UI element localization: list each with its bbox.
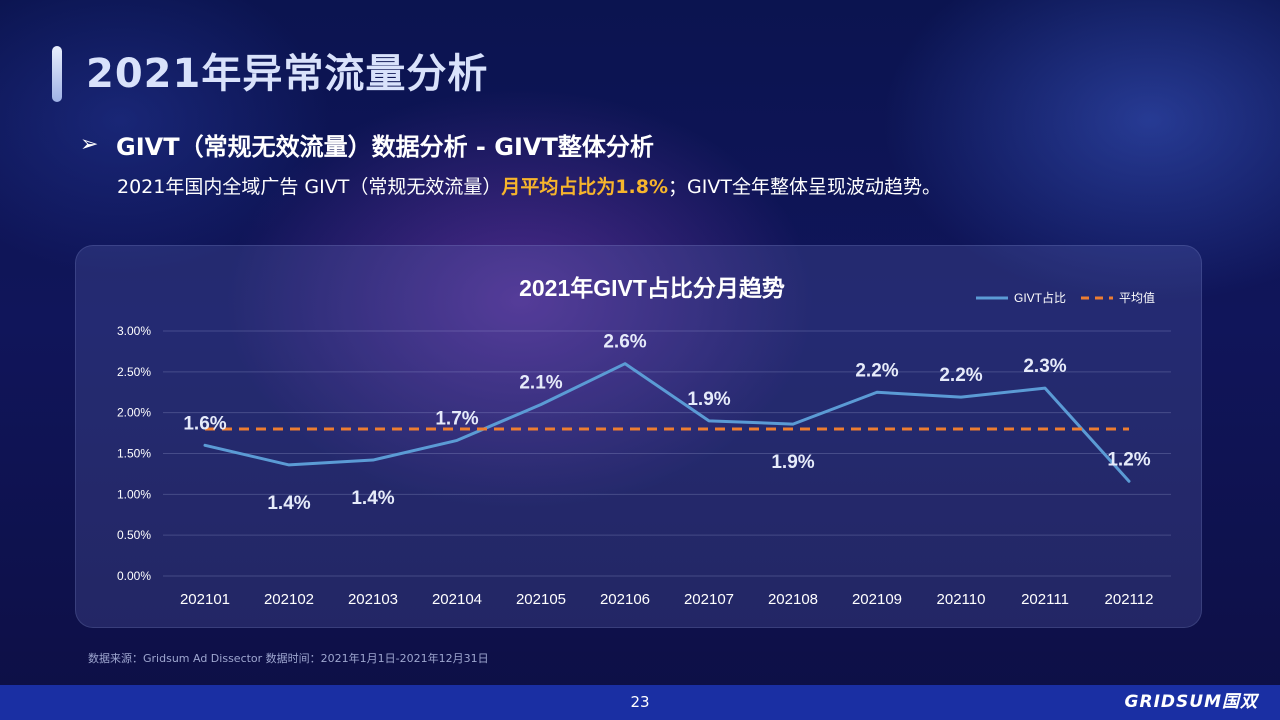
data-label: 1.2% <box>1107 449 1150 470</box>
gridsum-logo: GRIDSUM国双 <box>1124 692 1258 712</box>
data-label: 1.4% <box>267 493 310 514</box>
givt-line-chart: 2021年GIVT占比分月趋势 0.00% 0.50% 1.00% 1.50% 2.00%… <box>117 275 1171 608</box>
series-line-givt <box>203 362 1131 483</box>
x-tick-label: 202109 <box>852 591 902 608</box>
section-title: GIVT（常规无效流量）数据分析 - GIVT整体分析 <box>116 132 654 161</box>
y-tick-label: 2.50% <box>117 365 151 379</box>
legend-label: GIVT占比 <box>1014 290 1066 305</box>
data-label: 2.2% <box>939 365 982 386</box>
data-label: 1.9% <box>771 452 814 473</box>
summary-text: 2021年国内全域广告 GIVT（常规无效流量）月平均占比为1.8%；GIVT全… <box>117 172 941 199</box>
summary-suffix: ；GIVT全年整体呈现波动趋势。 <box>668 176 941 198</box>
x-tick-label: 202106 <box>600 591 650 608</box>
chart-title: 2021年GIVT占比分月趋势 <box>519 275 785 301</box>
summary-prefix: 2021年国内全域广告 GIVT（常规无效流量） <box>117 176 502 198</box>
chart-panel: 2021年GIVT占比分月趋势 0.00% 0.50% 1.00% 1.50% 2.00%… <box>75 245 1202 628</box>
footer-bar: 23 GRIDSUM国双 <box>0 685 1280 720</box>
page-title: 2021年异常流量分析 <box>86 51 489 97</box>
data-label: 2.1% <box>519 373 562 394</box>
data-label: 2.3% <box>1023 356 1066 377</box>
data-label: 1.6% <box>183 413 226 434</box>
y-tick-label: 1.50% <box>117 447 151 461</box>
x-tick-label: 202111 <box>1021 591 1069 608</box>
data-label: 1.9% <box>687 389 730 410</box>
page-number: 23 <box>630 693 650 711</box>
x-tick-label: 202108 <box>768 591 818 608</box>
data-label: 1.4% <box>351 488 394 509</box>
x-tick-label: 202110 <box>937 591 986 608</box>
x-tick-label: 202105 <box>516 591 566 608</box>
y-tick-label: 0.50% <box>117 528 151 542</box>
y-tick-label: 2.00% <box>117 406 151 420</box>
data-label: 1.7% <box>435 408 478 429</box>
data-source-note: 数据来源：Gridsum Ad Dissector 数据时间：2021年1月1日… <box>88 652 489 665</box>
data-label: 2.2% <box>855 360 898 381</box>
x-tick-label: 202101 <box>180 591 230 608</box>
arrow-right-icon: ➢ <box>80 131 99 157</box>
y-tick-label: 0.00% <box>117 569 151 583</box>
y-tick-label: 3.00% <box>117 324 151 338</box>
x-tick-label: 202102 <box>264 591 314 608</box>
x-tick-label: 202104 <box>432 591 482 608</box>
section-heading: ➢ GIVT（常规无效流量）数据分析 - GIVT整体分析 <box>80 128 654 161</box>
x-tick-label: 202112 <box>1105 591 1154 608</box>
data-label: 2.6% <box>603 332 646 353</box>
legend-label: 平均值 <box>1119 290 1155 305</box>
x-tick-label: 202107 <box>684 591 734 608</box>
summary-highlight: 月平均占比为1.8% <box>501 176 669 198</box>
title-accent-bar <box>52 46 62 102</box>
x-tick-label: 202103 <box>348 591 398 608</box>
y-tick-label: 1.00% <box>117 487 151 501</box>
